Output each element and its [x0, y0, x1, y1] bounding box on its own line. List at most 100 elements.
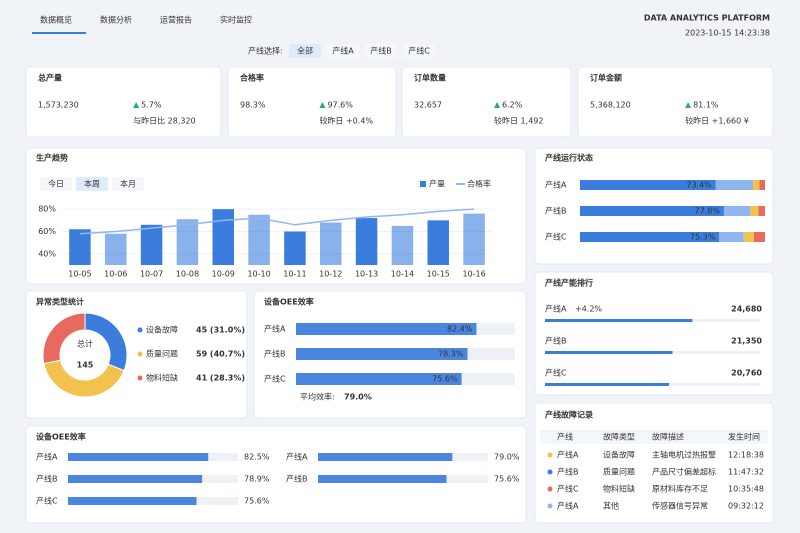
segment	[715, 180, 753, 190]
row-note: +4.2%	[575, 305, 602, 314]
legend-dot	[137, 351, 143, 357]
table-cell: 09:32:12	[728, 502, 764, 511]
card	[25, 425, 527, 524]
nav-tab[interactable]: 数据概览	[40, 15, 72, 25]
card-title: 产线运行状态	[545, 153, 593, 163]
legend-value: 45 (31.0%)	[196, 326, 245, 335]
segment	[759, 180, 765, 190]
kpi-title: 订单数量	[414, 73, 446, 83]
nav-tab[interactable]: 实时监控	[220, 15, 252, 25]
row-label: 产线A	[545, 304, 567, 314]
table-cell: 设备故障	[603, 450, 635, 460]
bar	[296, 348, 468, 360]
value-label: 82.5%	[244, 453, 270, 462]
table-cell: 物料短缺	[603, 484, 635, 494]
bar	[545, 319, 693, 322]
status-dot	[547, 503, 553, 509]
value-label: 75.3%	[690, 233, 716, 242]
value-label: 24,680	[731, 305, 762, 314]
table-cell: 原材料库存不足	[652, 484, 708, 494]
bar	[545, 383, 669, 386]
line	[79, 208, 475, 235]
y-tick-label: 80%	[38, 205, 56, 214]
card-title: 设备OEE效率	[264, 297, 314, 307]
bar	[296, 323, 477, 335]
x-tick-label: 10-06	[104, 270, 127, 279]
bar	[463, 213, 485, 265]
donut-center-label: 总计	[77, 339, 93, 349]
legend-dot	[137, 327, 143, 333]
filter-option: 产线A	[332, 46, 354, 56]
table-cell: 质量问题	[603, 467, 635, 477]
card-title: 设备OEE效率	[36, 432, 86, 442]
row-label: 产线B	[286, 474, 308, 484]
trend-tab: 本月	[120, 179, 136, 189]
filter-option-bg[interactable]	[289, 44, 321, 58]
card-title: 生产趋势	[36, 153, 68, 163]
value-label: 78.3%	[438, 350, 464, 359]
x-tick-label: 10-05	[68, 270, 91, 279]
nav-tab[interactable]: 运营报告	[160, 15, 192, 25]
value-label: 75.6%	[494, 475, 520, 484]
segment	[580, 180, 716, 190]
table-cell: 产线A	[557, 450, 579, 460]
x-tick-label: 10-07	[140, 270, 163, 279]
filter-option-bg[interactable]	[403, 44, 435, 58]
legend-dot	[137, 375, 143, 381]
value-label: 21,350	[731, 337, 762, 346]
card	[25, 147, 527, 285]
card	[25, 66, 222, 138]
legend-label: 质量问题	[146, 349, 178, 359]
legend-label: 物料短缺	[146, 373, 178, 383]
kpi-change: 6.2%	[502, 101, 523, 110]
card	[227, 66, 397, 138]
card-title: 产线产能排行	[545, 278, 593, 288]
trend-tab-bg[interactable]	[112, 177, 144, 191]
trend-tab-bg[interactable]	[40, 177, 72, 191]
legend-value: 59 (40.7%)	[196, 350, 245, 359]
bar	[391, 225, 414, 265]
donut-slice	[42, 312, 86, 365]
bar	[284, 231, 306, 265]
kpi-note: 较昨日 +1,660 ¥	[685, 116, 749, 126]
row-label: 产线C	[545, 232, 567, 242]
x-tick-label: 10-10	[247, 270, 270, 279]
row-label: 产线C	[545, 368, 567, 378]
trend-tab-bg[interactable]	[76, 177, 108, 191]
value-label: 75.6%	[244, 497, 270, 506]
filter-option-bg[interactable]	[327, 44, 359, 58]
x-tick-label: 10-12	[319, 270, 342, 279]
segment	[758, 206, 765, 216]
bar	[69, 229, 91, 265]
bar	[318, 453, 453, 461]
table-header-bg	[540, 430, 768, 444]
bar	[176, 219, 199, 265]
segment	[580, 206, 724, 216]
table-header: 故障描述	[652, 432, 684, 442]
x-tick-label: 10-16	[462, 270, 485, 279]
kpi-arrow	[133, 102, 140, 108]
trend-tab: 今日	[48, 179, 64, 189]
trend-tab: 本周	[84, 179, 100, 189]
table-cell: 产线A	[557, 501, 579, 511]
filter-option-bg[interactable]	[365, 44, 397, 58]
x-tick-label: 10-13	[355, 270, 378, 279]
legend-label: 产量	[429, 179, 445, 189]
legend-swatch	[420, 181, 426, 187]
table-cell: 产品尺寸偏差超标	[652, 467, 716, 477]
card	[577, 66, 774, 138]
legend-label: 设备故障	[146, 325, 178, 335]
row-label: 产线C	[264, 374, 286, 384]
x-tick-label: 10-14	[391, 270, 414, 279]
segment	[753, 232, 765, 242]
donut-total: 145	[77, 361, 94, 370]
value-label: 20,760	[731, 369, 762, 378]
bar	[545, 351, 673, 354]
kpi-value: 98.3%	[240, 101, 266, 110]
nav-tab[interactable]: 数据分析	[100, 15, 132, 25]
row-label: 产线A	[286, 452, 308, 462]
kpi-title: 合格率	[239, 73, 264, 83]
kpi-title: 总产量	[38, 73, 62, 83]
kpi-arrow	[319, 102, 326, 108]
